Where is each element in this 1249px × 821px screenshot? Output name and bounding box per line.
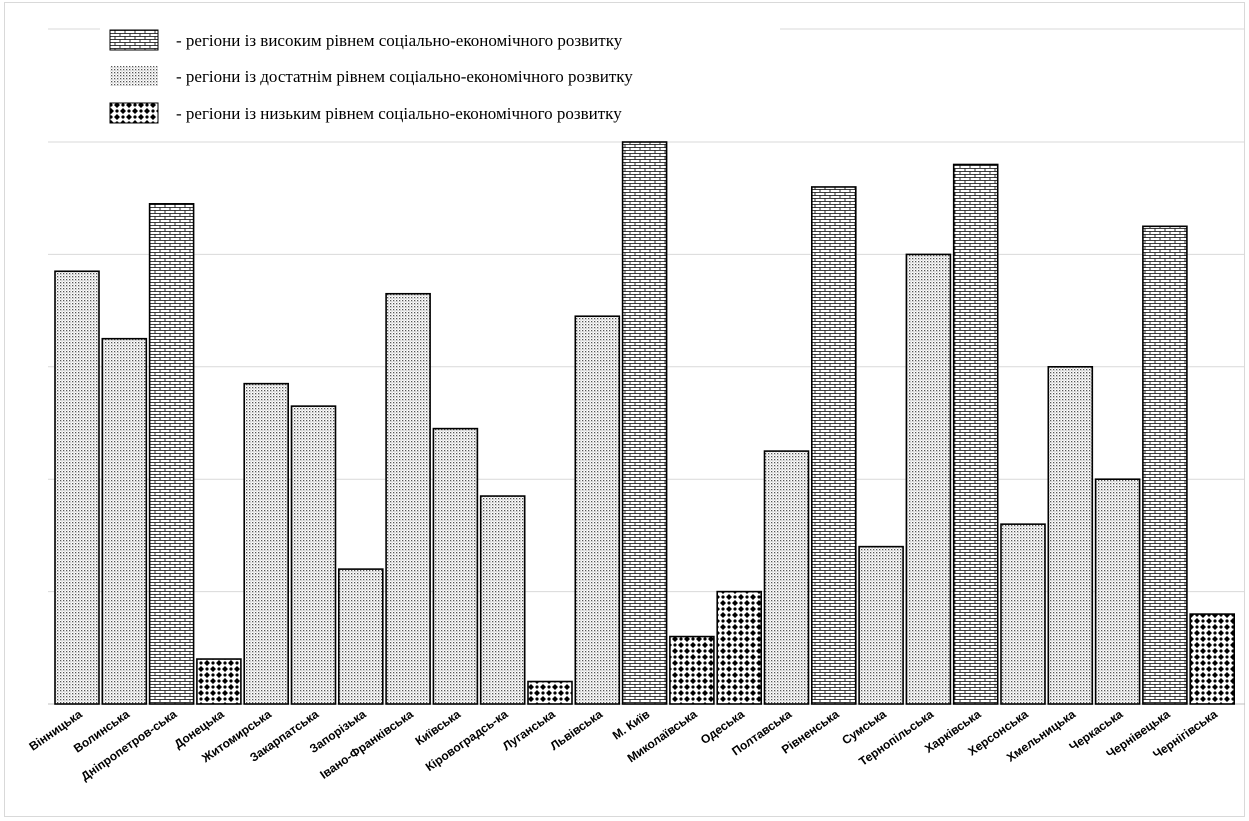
bar-14 bbox=[716, 590, 763, 705]
bar-18 bbox=[905, 253, 952, 705]
bar-15 bbox=[763, 450, 810, 705]
bar-23 bbox=[1142, 225, 1188, 705]
legend-label-low: - регіони із низьким рівнем соціально-ек… bbox=[176, 104, 622, 123]
bar-22 bbox=[1094, 478, 1141, 705]
legend-swatch-high bbox=[109, 29, 159, 51]
bar-13 bbox=[669, 635, 715, 705]
x-tick-label: М. Київ bbox=[610, 707, 653, 743]
bar-2 bbox=[148, 203, 195, 705]
legend-swatch-medium bbox=[110, 66, 158, 86]
bar-8 bbox=[432, 427, 479, 705]
bar-12 bbox=[621, 141, 668, 705]
legend-label-medium: - регіони із достатнім рівнем соціально-… bbox=[176, 67, 633, 86]
bar-19 bbox=[952, 163, 999, 705]
legend: - регіони із високим рівнем соціально-ек… bbox=[109, 29, 633, 124]
bar-3 bbox=[196, 658, 242, 705]
bar-11 bbox=[574, 315, 621, 705]
legend-label-high: - регіони із високим рівнем соціально-ек… bbox=[176, 31, 623, 50]
bar-4 bbox=[243, 382, 289, 705]
bar-20 bbox=[1000, 523, 1046, 705]
bar-17 bbox=[858, 545, 904, 705]
bar-6 bbox=[337, 568, 384, 705]
x-tick-labels: ВінницькаВолинськаДніпропетров-ськаДонец… bbox=[26, 707, 1220, 784]
x-tick-label: Кіровоградсь-ка bbox=[423, 707, 511, 774]
x-tick-label: Луганська bbox=[500, 707, 558, 753]
bar-1 bbox=[101, 337, 148, 705]
bar-10 bbox=[527, 680, 573, 705]
legend-swatch-low bbox=[109, 102, 159, 124]
bar-9 bbox=[479, 495, 526, 705]
bar-16 bbox=[810, 186, 857, 705]
bar-24 bbox=[1189, 613, 1235, 705]
bar-0 bbox=[54, 270, 100, 705]
bar-21 bbox=[1047, 365, 1094, 705]
bars bbox=[54, 141, 1235, 705]
x-tick-label: Львівська bbox=[548, 707, 606, 753]
bar-5 bbox=[290, 405, 337, 705]
bar-7 bbox=[385, 292, 431, 705]
chart-frame bbox=[4, 2, 1245, 817]
